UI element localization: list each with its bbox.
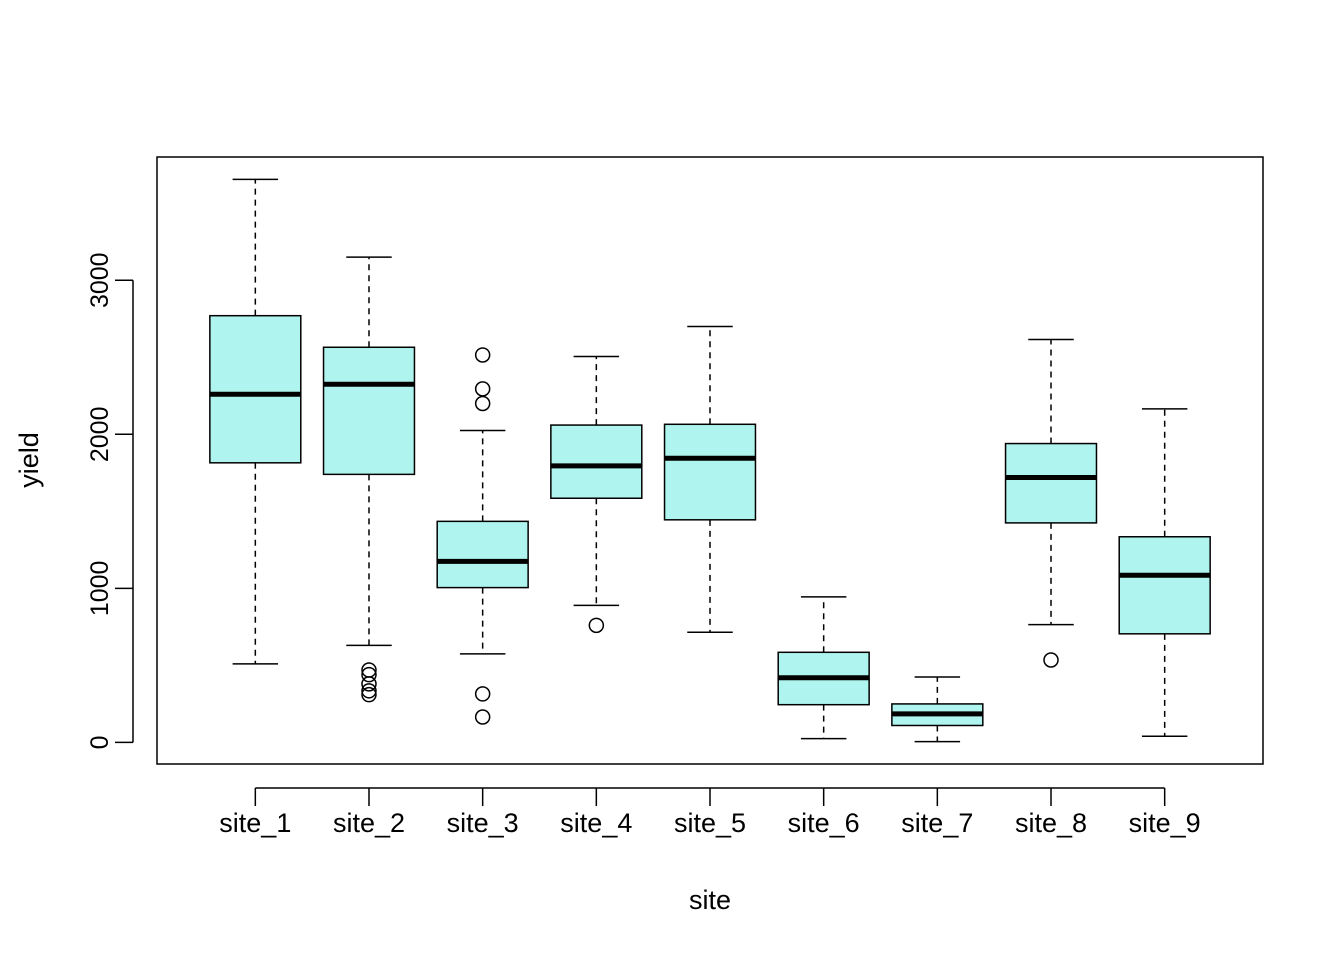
outlier-point <box>361 686 377 703</box>
iqr-box <box>209 314 302 464</box>
x-tick-label: site_3 <box>447 808 519 838</box>
x-tick-label: site_5 <box>674 808 746 838</box>
box-site_1 <box>209 178 302 665</box>
iqr-box <box>322 346 416 476</box>
y-tick-label: 2000 <box>86 406 114 462</box>
iqr-box <box>550 424 643 499</box>
plot-frame <box>156 156 1264 765</box>
x-axis: site_1 site_2 site_3 site_4 site_5 site_6 site… <box>219 787 1201 838</box>
x-tick-label: site_2 <box>333 808 405 838</box>
iqr-box <box>436 520 529 589</box>
box-site_6 <box>777 596 870 740</box>
outlier-point <box>1043 652 1059 668</box>
box-site_8 <box>1004 338 1098 668</box>
y-tick-label: 0 <box>86 735 114 749</box>
box-site_9 <box>1118 408 1211 738</box>
x-tick-label: site_8 <box>1015 808 1087 838</box>
outlier-point <box>474 381 491 397</box>
x-tick-label: site_6 <box>788 808 860 838</box>
outlier-point <box>588 617 605 634</box>
y-tick-label: 3000 <box>86 252 114 308</box>
box-site_5 <box>663 325 757 634</box>
outlier-point <box>361 683 377 699</box>
box-site_7 <box>891 676 984 743</box>
box-site_4 <box>550 355 643 634</box>
box-site_3 <box>436 347 529 725</box>
x-tick-label: site_9 <box>1129 808 1201 838</box>
outlier-point <box>361 666 377 683</box>
box-site_2 <box>322 256 416 703</box>
iqr-box <box>663 423 757 521</box>
outlier-point <box>474 686 491 702</box>
outlier-point <box>474 347 491 363</box>
box-series <box>209 178 1211 743</box>
y-tick-label: 1000 <box>86 561 114 617</box>
iqr-box <box>1118 536 1211 635</box>
y-axis-label: yield <box>14 432 44 488</box>
outlier-point <box>474 709 491 725</box>
iqr-box <box>1004 442 1098 524</box>
outlier-point <box>361 662 377 678</box>
x-tick-label: site_1 <box>219 808 291 838</box>
outlier-point <box>474 395 491 412</box>
y-axis: 0 1000 2000 3000 <box>86 252 134 749</box>
x-tick-label: site_4 <box>560 808 632 838</box>
x-tick-label: site_7 <box>901 808 973 838</box>
x-axis-label: site <box>689 885 731 915</box>
